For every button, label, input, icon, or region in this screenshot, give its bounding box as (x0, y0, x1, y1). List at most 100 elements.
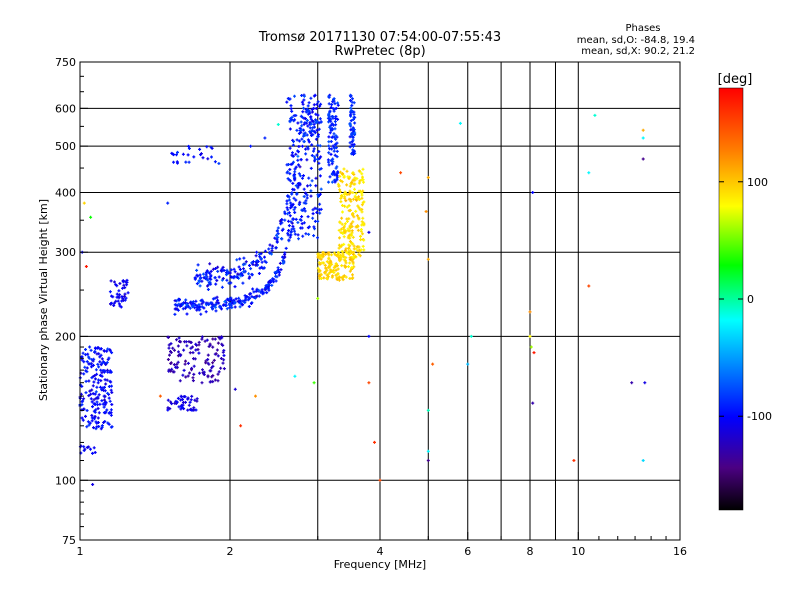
echo-point (221, 343, 225, 347)
echo-point (181, 373, 185, 377)
echo-point (286, 194, 290, 198)
echo-point (222, 367, 226, 371)
echo-point (242, 256, 246, 260)
echo-point (294, 198, 298, 202)
echo-point (358, 254, 362, 258)
echo-point (327, 265, 331, 269)
echo-point (167, 346, 171, 350)
echo-point (97, 365, 101, 369)
echo-point (176, 396, 180, 400)
echo-point (352, 197, 355, 201)
echo-point (291, 143, 295, 147)
echo-point (338, 221, 342, 225)
echo-point (458, 121, 462, 125)
echo-point (170, 367, 174, 371)
echo-point (253, 296, 257, 300)
echo-point (344, 256, 348, 260)
echo-point (94, 420, 98, 424)
echo-point (248, 275, 252, 279)
echo-point (313, 157, 317, 161)
echo-point (172, 370, 176, 374)
echo-point (263, 259, 267, 263)
echo-point (302, 106, 305, 110)
echo-point (641, 136, 645, 140)
echo-point (289, 203, 293, 207)
echo-point (351, 136, 355, 139)
echo-point (342, 242, 346, 246)
echo-point (218, 305, 222, 309)
echo-point (82, 360, 86, 364)
echo-point (205, 338, 209, 342)
echo-point (284, 246, 288, 250)
echo-point (349, 119, 353, 123)
echo-point (293, 178, 297, 182)
echo-point (324, 252, 328, 256)
echo-point (318, 211, 322, 215)
echo-point (188, 351, 192, 355)
echo-point (292, 188, 296, 192)
echo-point (344, 259, 347, 263)
echo-point (169, 400, 173, 404)
echo-point (426, 459, 430, 462)
echo-point (348, 191, 352, 195)
echo-point (244, 260, 248, 264)
echo-point (104, 400, 108, 404)
echo-point (84, 414, 87, 418)
echo-point (259, 252, 263, 256)
echo-point (184, 375, 188, 379)
echo-point (108, 399, 112, 403)
echo-point (177, 350, 180, 354)
echo-point (328, 125, 332, 129)
echo-point (362, 180, 365, 184)
echo-point (316, 236, 319, 240)
echo-point (215, 295, 219, 299)
echo-point (196, 263, 200, 267)
phases-line-x: mean, sd,X: 90.2, 21.2 (581, 46, 695, 57)
echo-point (92, 380, 96, 384)
echo-point (192, 155, 196, 159)
echo-point (351, 273, 354, 277)
echo-point (229, 268, 233, 272)
echo-point (264, 286, 268, 290)
echo-point (309, 189, 313, 193)
echo-point (360, 220, 364, 224)
echo-point (98, 373, 102, 377)
echo-point (89, 392, 93, 396)
echo-point (169, 351, 173, 354)
echo-point (330, 172, 334, 176)
echo-point (169, 362, 173, 365)
echo-point (168, 353, 171, 357)
echo-point (192, 372, 196, 376)
echo-point (166, 201, 170, 205)
echo-point (249, 267, 253, 271)
echo-point (176, 360, 180, 364)
echo-point (173, 303, 177, 307)
echo-point (347, 197, 351, 201)
echo-point (99, 427, 103, 431)
echo-point (289, 220, 293, 224)
echo-point (348, 208, 352, 212)
echo-point (268, 243, 272, 247)
echo-point (85, 360, 89, 364)
echo-point (352, 244, 356, 248)
echo-point (359, 234, 362, 238)
echo-point (270, 252, 273, 256)
echo-point (187, 147, 191, 150)
echo-point (168, 407, 172, 411)
echo-point (293, 211, 297, 214)
echo-point (283, 251, 287, 255)
echo-point (105, 361, 109, 364)
echo-point (332, 149, 336, 153)
echo-point (315, 128, 319, 132)
echo-point (238, 299, 241, 303)
echo-point (336, 117, 340, 121)
echo-point (317, 133, 320, 137)
echo-point (191, 304, 195, 307)
echo-point (82, 201, 86, 205)
echo-point (327, 102, 331, 106)
echo-point (82, 372, 86, 376)
echo-point (187, 144, 191, 148)
echo-point (179, 302, 183, 306)
echo-point (174, 365, 178, 369)
